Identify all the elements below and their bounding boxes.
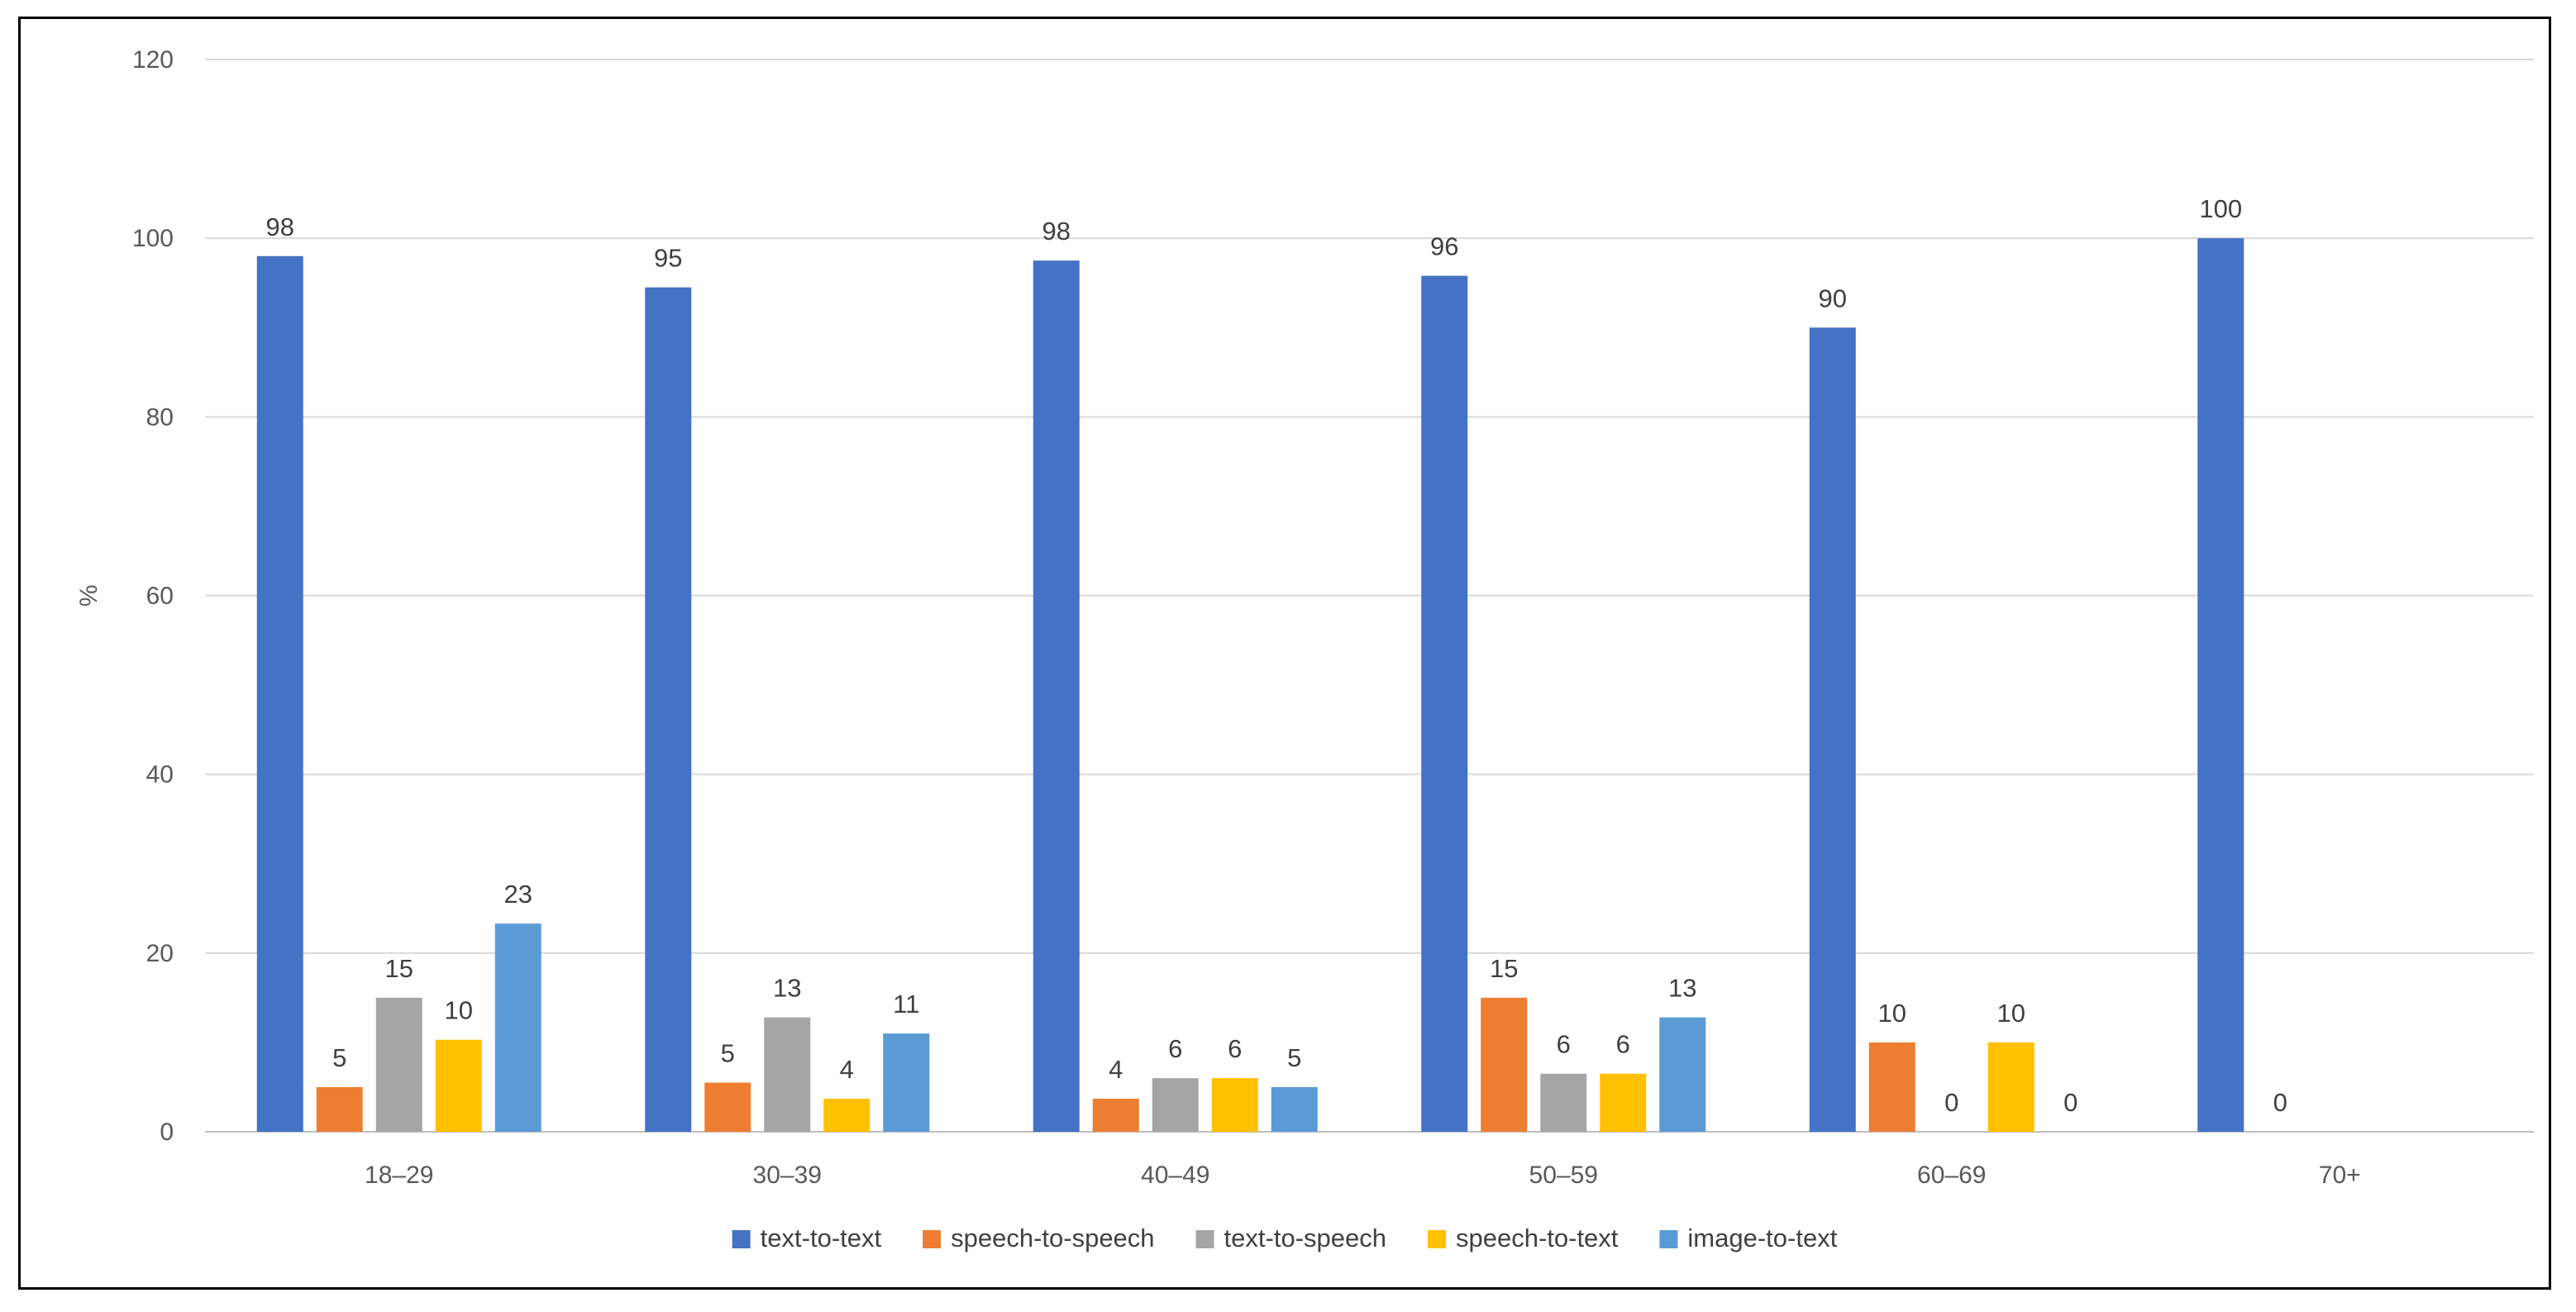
x-tick-label: 60–69 [1917, 1162, 1986, 1189]
data-label: 15 [385, 954, 413, 983]
data-label: 0 [2273, 1088, 2287, 1117]
legend-swatch [1659, 1230, 1678, 1248]
y-tick-label: 40 [146, 761, 174, 789]
data-label: 98 [266, 212, 294, 241]
bar-text-to-text [1809, 327, 1856, 1132]
y-tick-label: 0 [160, 1119, 174, 1146]
bar-speech-to-text [435, 1039, 482, 1132]
bar-speech-to-speech [1868, 1042, 1915, 1132]
legend-label: text-to-text [761, 1224, 882, 1252]
data-label: 13 [1668, 974, 1696, 1003]
legend-label: speech-to-text [1456, 1224, 1619, 1252]
bar-text-to-text [2197, 238, 2244, 1133]
data-label: 13 [773, 974, 801, 1003]
data-label: 4 [840, 1055, 854, 1084]
bar-image-to-text [494, 923, 541, 1132]
data-label: 10 [1878, 999, 1906, 1028]
data-label: 5 [332, 1043, 346, 1072]
x-tick-label: 18–29 [365, 1162, 433, 1189]
bar-speech-to-speech [316, 1086, 363, 1132]
y-tick-label: 120 [132, 46, 174, 74]
data-label: 5 [1287, 1043, 1301, 1072]
bar-text-to-text [1421, 275, 1468, 1133]
data-label: 15 [1490, 954, 1518, 983]
y-axis-label: % [75, 584, 103, 607]
y-axis-ticks: 0 20 40 60 80 100 120 [132, 46, 174, 1146]
legend: text-to-text speech-to-speech text-to-spee… [732, 1224, 1838, 1252]
y-tick-label: 80 [146, 403, 174, 431]
bar-text-to-speech [764, 1017, 811, 1132]
bar-text-to-speech [375, 997, 422, 1132]
y-tick-label: 60 [146, 583, 174, 610]
legend-swatch [1195, 1230, 1214, 1248]
x-tick-label: 70+ [2319, 1162, 2361, 1189]
bars [256, 238, 2244, 1133]
legend-swatch [923, 1230, 942, 1248]
data-label: 96 [1430, 232, 1458, 261]
data-label: 100 [2199, 194, 2242, 223]
bar-text-to-text [256, 255, 303, 1132]
data-label: 0 [1944, 1088, 1958, 1117]
bar-speech-to-speech [704, 1082, 751, 1132]
data-label: 98 [1042, 217, 1071, 246]
data-label: 11 [893, 990, 919, 1019]
bar-speech-to-text [1600, 1073, 1647, 1132]
data-label: 10 [1997, 999, 2025, 1028]
chart-frame: 0 20 40 60 80 100 120 % 98 5 15 10 23 95 5 13 4 11 98 4 6 6… [18, 17, 2551, 1290]
bar-speech-to-text [823, 1099, 871, 1132]
bar-image-to-text [1659, 1017, 1706, 1132]
bar-speech-to-text [1987, 1042, 2035, 1132]
y-tick-label: 100 [132, 225, 174, 252]
data-label: 10 [445, 996, 473, 1025]
bar-speech-to-text [1211, 1078, 1258, 1132]
data-label: 4 [1109, 1055, 1123, 1084]
data-label: 23 [504, 880, 532, 909]
data-label: 5 [721, 1039, 735, 1068]
legend-label: text-to-speech [1224, 1224, 1386, 1252]
x-tick-label: 40–49 [1141, 1162, 1209, 1189]
bar-text-to-text [1033, 260, 1080, 1132]
y-tick-label: 20 [146, 940, 174, 967]
x-tick-label: 30–39 [753, 1162, 822, 1189]
x-axis-ticks: 18–29 30–39 40–49 50–59 60–69 70+ [365, 1162, 2361, 1189]
data-label: 6 [1168, 1034, 1182, 1063]
data-label: 0 [2063, 1088, 2077, 1117]
data-label: 6 [1616, 1030, 1630, 1059]
legend-label: image-to-text [1687, 1224, 1837, 1252]
bar-speech-to-speech [1092, 1099, 1139, 1132]
bar-text-to-text [645, 287, 692, 1132]
bar-speech-to-speech [1481, 997, 1528, 1132]
bar-image-to-text [1271, 1086, 1318, 1132]
legend-swatch [1427, 1230, 1446, 1248]
bar-text-to-speech [1540, 1073, 1587, 1132]
data-label: 95 [654, 244, 682, 273]
data-label: 6 [1557, 1030, 1571, 1059]
gridlines [205, 59, 2534, 1133]
data-label: 6 [1228, 1034, 1242, 1063]
data-label: 90 [1819, 284, 1847, 312]
bar-image-to-text [883, 1033, 930, 1132]
bar-text-to-speech [1152, 1078, 1199, 1132]
legend-swatch [732, 1230, 751, 1248]
legend-label: speech-to-speech [951, 1224, 1154, 1252]
x-tick-label: 50–59 [1529, 1162, 1598, 1189]
